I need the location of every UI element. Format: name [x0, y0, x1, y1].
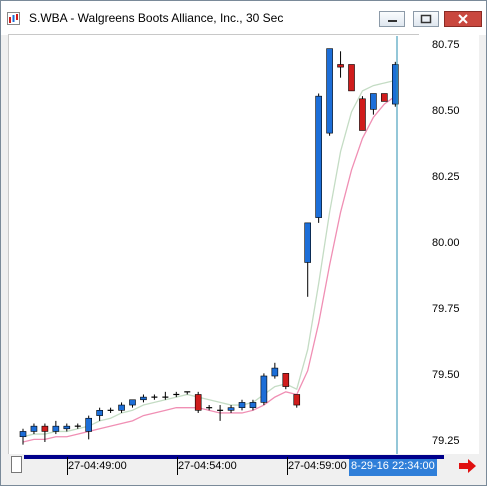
- candle-body: [381, 93, 388, 102]
- candle-body: [293, 394, 301, 406]
- window-title: S.WBA - Walgreens Boots Alliance, Inc., …: [29, 11, 284, 25]
- time-axis-bar[interactable]: [24, 455, 444, 459]
- candle-body: [129, 399, 136, 406]
- title-bar[interactable]: S.WBA - Walgreens Boots Alliance, Inc., …: [1, 1, 486, 35]
- x-tick-label: 27-04:59:00: [288, 460, 347, 472]
- scroll-thumb[interactable]: [11, 456, 22, 473]
- candle-body: [19, 431, 27, 438]
- x-tick-separator: [177, 457, 178, 475]
- candle-body: [315, 95, 322, 218]
- candle-body: [282, 373, 290, 387]
- y-tick-label: 79.50: [432, 369, 460, 381]
- candle-body: [227, 407, 235, 411]
- close-icon: [458, 14, 468, 24]
- candle-body: [326, 48, 333, 134]
- ma-fast-line: [22, 79, 396, 438]
- candle-body: [359, 98, 366, 131]
- y-tick-label: 79.75: [432, 303, 460, 315]
- cursor-time-label: 8-29-16 22:34:00: [349, 459, 437, 476]
- candle-body: [52, 425, 60, 432]
- candle-body: [238, 402, 246, 408]
- candle-body: [260, 375, 268, 403]
- candle-body: [304, 222, 312, 263]
- y-tick-label: 80.00: [432, 237, 460, 249]
- candle-body: [348, 64, 355, 92]
- candle-body: [370, 93, 377, 110]
- x-tick-separator: [287, 457, 288, 475]
- maximize-icon: [420, 14, 432, 24]
- candle-body: [194, 394, 202, 411]
- candle-body: [337, 64, 344, 68]
- candle-body: [96, 410, 103, 416]
- x-tick-separator: [67, 457, 68, 475]
- candle-body: [271, 367, 279, 377]
- candle-body: [140, 396, 147, 401]
- candle-body: [85, 417, 92, 432]
- ma-slow-line: [22, 95, 396, 443]
- y-tick-label: 80.50: [432, 105, 460, 117]
- candle-body: [41, 425, 49, 432]
- plot-area[interactable]: [8, 34, 419, 454]
- candle-body: [391, 64, 399, 105]
- candle-body: [30, 425, 38, 432]
- x-tick-label: 27-04:49:00: [68, 460, 127, 472]
- x-tick-label: 27-04:54:00: [178, 460, 237, 472]
- close-button[interactable]: [444, 11, 482, 27]
- y-tick-label: 80.25: [432, 171, 460, 183]
- y-axis-area[interactable]: [419, 34, 479, 454]
- candle-body: [249, 402, 257, 408]
- scroll-right-arrow-icon[interactable]: [458, 458, 478, 474]
- candle-body: [118, 404, 125, 411]
- maximize-button[interactable]: [413, 11, 439, 27]
- minimize-button[interactable]: [379, 11, 405, 27]
- app-icon: [7, 12, 20, 25]
- y-tick-label: 79.25: [432, 435, 460, 447]
- minimize-icon: [388, 20, 397, 22]
- candle-body: [63, 425, 71, 430]
- y-tick-label: 80.75: [432, 39, 460, 51]
